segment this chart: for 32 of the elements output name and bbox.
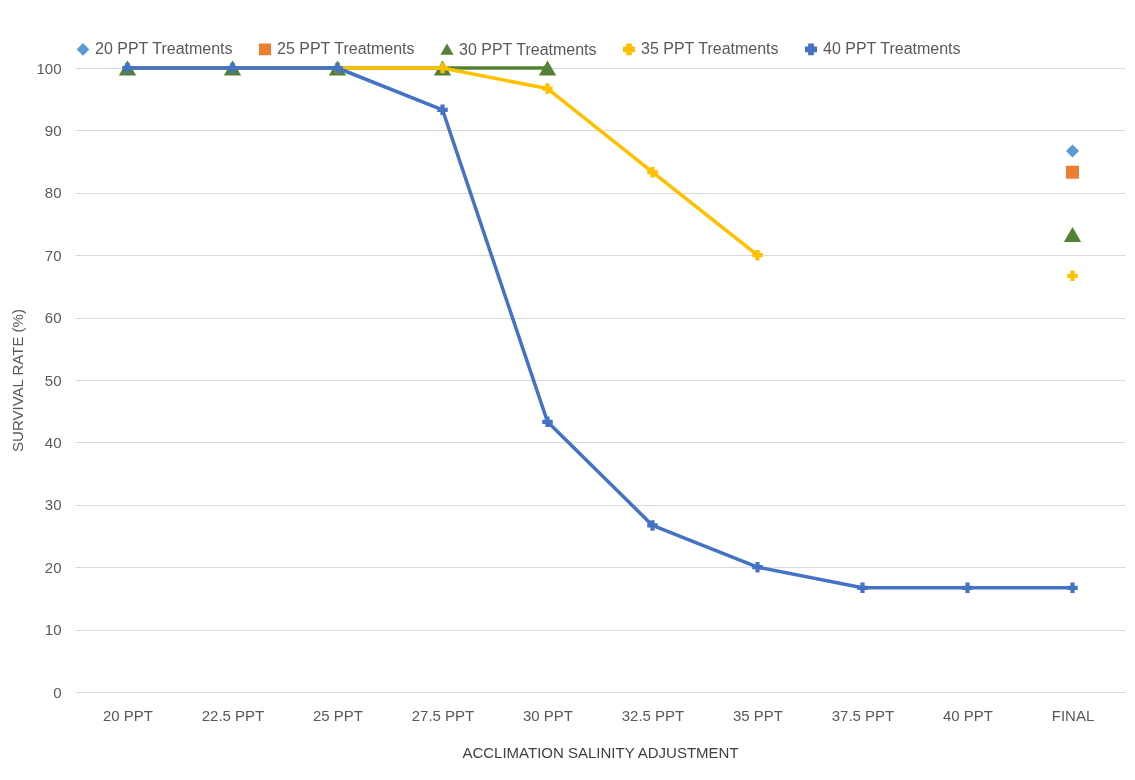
y-tick-label: 80 bbox=[44, 184, 62, 202]
point bbox=[1065, 144, 1080, 158]
x-tick-label: 32.5 PPT bbox=[621, 706, 685, 724]
legend-label: 35 PPT Treatments bbox=[641, 40, 779, 58]
x-tick-label: 20 PPT bbox=[102, 706, 154, 724]
legend-label: 25 PPT Treatments bbox=[277, 40, 415, 58]
x-tick-label: 40 PPT bbox=[942, 706, 994, 724]
y-tick-label: 10 bbox=[44, 621, 62, 639]
x-tick-label: 30 PPT bbox=[522, 706, 574, 724]
y-tick-label: 20 bbox=[44, 558, 62, 576]
x-tick-label: 27.5 PPT bbox=[411, 706, 475, 724]
legend-label: 20 PPT Treatments bbox=[95, 40, 233, 58]
x-tick-label: 37.5 PPT bbox=[831, 706, 895, 724]
x-tick-label: 25 PPT bbox=[312, 706, 364, 724]
y-tick-label: 60 bbox=[44, 309, 62, 327]
y-tick-label: 50 bbox=[44, 371, 62, 389]
y-tick-label: 90 bbox=[44, 121, 62, 139]
legend-label: 40 PPT Treatments bbox=[823, 40, 961, 58]
y-tick-label: 30 bbox=[44, 496, 62, 514]
legend-label: 30 PPT Treatments bbox=[459, 40, 597, 58]
point bbox=[1065, 165, 1080, 179]
point bbox=[1063, 227, 1082, 243]
x-tick-label: 35 PPT bbox=[732, 706, 784, 724]
y-axis-title: SURVIVAL RATE (%) bbox=[9, 309, 27, 452]
y-tick-label: 70 bbox=[44, 246, 62, 264]
y-tick-label: 100 bbox=[36, 59, 62, 77]
point bbox=[538, 60, 557, 76]
x-axis-title: ACCLIMATION SALINITY ADJUSTMENT bbox=[462, 743, 739, 761]
x-tick-label: FINAL bbox=[1051, 706, 1095, 724]
y-tick-label: 40 bbox=[44, 433, 62, 451]
x-tick-label: 22.5 PPT bbox=[201, 706, 265, 724]
y-tick-label: 0 bbox=[53, 683, 62, 701]
